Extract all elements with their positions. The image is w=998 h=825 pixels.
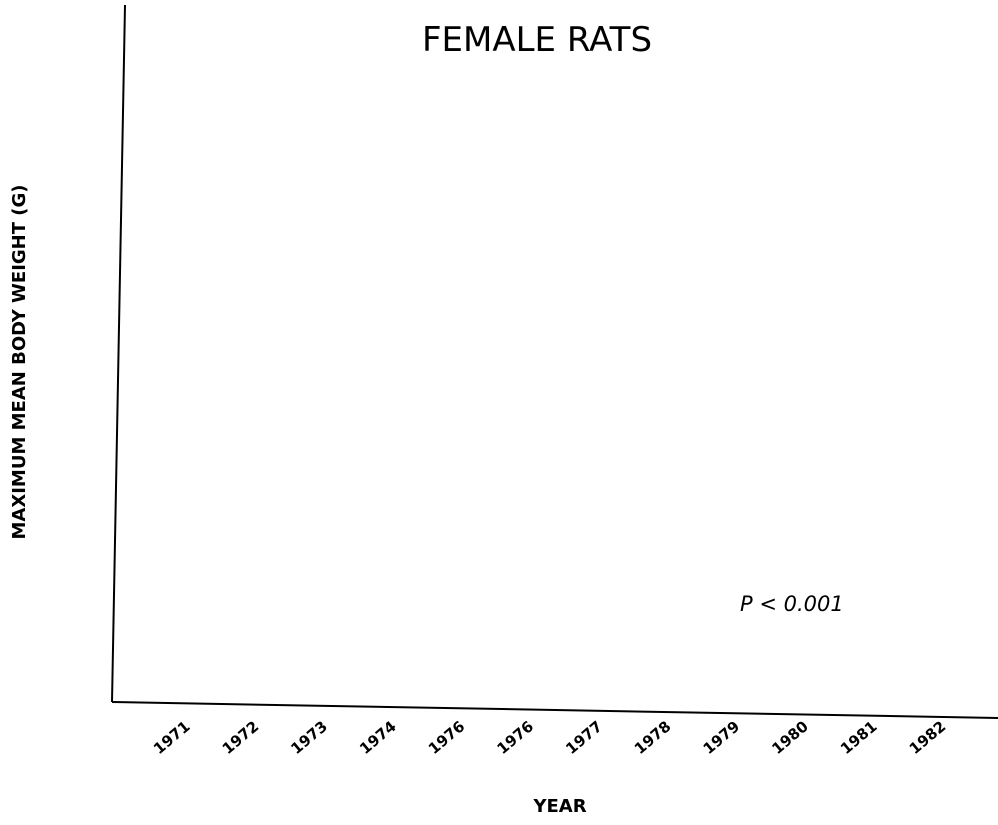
x-tick-label-2: 1973	[287, 717, 331, 758]
y-axis-title: MAXIMUM MEAN BODY WEIGHT (G)	[9, 184, 30, 539]
x-tick-label-11: 1982	[906, 717, 950, 758]
x-axis-ticks: 1971 1972 1973 1974 1976 1976 1977 1978 1979 1980…	[150, 717, 949, 758]
x-tick-label-7: 1978	[631, 717, 675, 758]
x-tick-label-9: 1980	[768, 717, 812, 758]
x-tick-label-4: 1976	[425, 717, 469, 758]
x-tick-label-1: 1972	[219, 717, 263, 758]
chart-title: FEMALE RATS	[422, 20, 652, 60]
x-axis-title: YEAR	[532, 796, 586, 817]
x-tick-label-10: 1981	[837, 717, 881, 758]
x-tick-label-0: 1971	[150, 717, 194, 758]
x-tick-label-3: 1974	[356, 717, 400, 758]
x-tick-label-6: 1977	[562, 717, 606, 758]
x-tick-label-5: 1976	[494, 717, 538, 758]
x-axis-line	[111, 701, 998, 719]
x-tick-label-8: 1979	[700, 717, 744, 758]
y-axis-line	[111, 4, 126, 703]
p-value-annotation: P < 0.001	[740, 592, 844, 616]
